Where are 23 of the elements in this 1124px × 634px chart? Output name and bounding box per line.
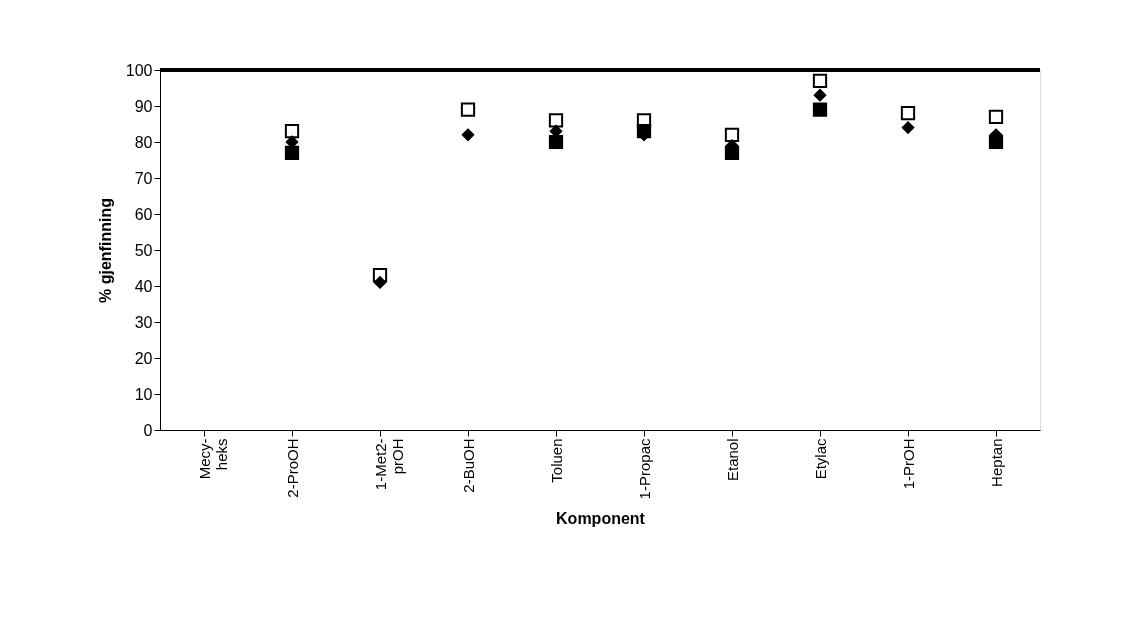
x-tick-label: 1-PrOH xyxy=(899,438,917,490)
y-tick-label: 90 xyxy=(134,97,153,115)
x-tick-label: Etanol xyxy=(723,438,741,482)
x-axis-title: Komponent xyxy=(556,510,646,528)
x-tick-label: 2-BuOH xyxy=(459,438,477,493)
y-tick-label: 40 xyxy=(134,277,153,295)
x-tick-label: 2-ProOH xyxy=(283,438,301,498)
y-tick-label: 10 xyxy=(134,385,153,403)
y-axis-title: % gjenfinning xyxy=(96,198,114,303)
y-tick-label: 30 xyxy=(134,313,153,331)
y-tick-label: 20 xyxy=(134,349,153,367)
y-tick-label: 80 xyxy=(134,133,153,151)
x-tick-label: Toluen xyxy=(547,438,565,483)
y-tick-label: 0 xyxy=(143,421,153,439)
x-tick-label: Heptan xyxy=(987,438,1005,487)
y-tick-label: 60 xyxy=(134,205,153,223)
y-tick-label: 50 xyxy=(134,241,153,259)
x-tick-label: 1-Met2- prOH xyxy=(371,438,406,491)
x-tick-label: 1-Propac xyxy=(635,438,653,500)
y-tick-label: 100 xyxy=(125,61,153,79)
y-tick-label: 70 xyxy=(134,169,153,187)
x-tick-label: Etylac xyxy=(811,438,829,480)
x-tick-label: Mecy- heks xyxy=(195,438,230,480)
